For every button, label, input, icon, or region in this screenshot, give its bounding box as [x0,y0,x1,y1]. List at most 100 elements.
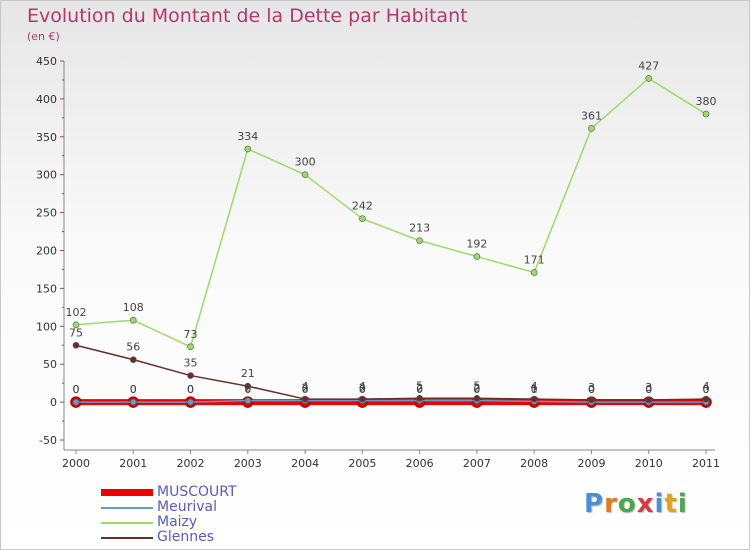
x-tick-label: 2008 [520,457,548,470]
x-tick-label: 2010 [635,457,663,470]
data-label-glennes: 56 [126,341,140,354]
chart-unit-label: (en €) [27,30,60,43]
data-label-maizy: 73 [184,328,198,341]
y-tick-label: 450 [36,55,57,68]
data-label-muscourt: 0 [130,383,137,396]
data-label-maizy: 102 [66,306,87,319]
series-line-meurival [75,399,707,403]
data-label-glennes: 4 [531,380,538,393]
data-point-glennes [702,395,710,403]
data-label-meurival: 2 [302,382,309,395]
legend-label: MUSCOURT [157,484,237,500]
y-tick-label: 50 [43,358,57,371]
data-label-glennes: 3 [645,381,652,394]
data-label-meurival: 0 [73,383,80,396]
data-point-meurival [187,398,194,406]
data-label-meurival: 2 [244,382,251,395]
proxiti-logo: Proxiti [584,489,688,519]
y-tick-label: 350 [36,131,57,144]
data-label-maizy: 334 [237,130,258,143]
logo-letter: i [677,489,688,519]
data-label-meurival: 0 [130,383,137,396]
data-label-glennes: 75 [69,326,83,339]
series-line-maizy [75,77,707,348]
data-label-muscourt: 0 [645,383,652,396]
x-tick-label: 2007 [463,457,491,470]
x-tick-label: 2003 [234,457,262,470]
data-point-glennes [129,356,137,363]
data-label-glennes: 5 [473,379,480,392]
data-point-meurival [129,398,137,406]
data-label-maizy: 380 [696,95,717,108]
chart-title: Evolution du Montant de la Dette par Hab… [27,5,468,27]
logo-letter: o [617,489,637,519]
data-label-muscourt: 0 [703,383,710,396]
y-tick-label: 100 [36,320,57,333]
y-tick-label: 300 [36,169,57,182]
data-point-maizy [473,253,481,260]
data-label-glennes: 4 [302,380,309,393]
data-label-muscourt: 0 [302,383,309,396]
data-label-meurival: 1 [531,382,538,395]
data-point-maizy [645,75,653,82]
legend-label: Meurival [157,499,217,515]
data-point-glennes [187,372,194,379]
legend-swatch [101,507,153,509]
x-tick-label: 2006 [406,457,434,470]
x-tick-label: 2009 [577,457,605,470]
data-label-muscourt: 0 [531,383,538,396]
logo-letter: P [584,489,605,519]
x-tick-label: 2000 [62,457,90,470]
data-point-meurival [244,397,252,404]
legend-swatch [101,522,153,524]
data-point-maizy [72,321,80,329]
x-tick-label: 2004 [291,457,319,470]
data-label-maizy: 242 [352,200,373,213]
data-label-muscourt: 0 [359,383,366,396]
data-label-muscourt: 0 [416,383,423,396]
data-point-meurival [72,398,80,406]
legend-label: Glennes [157,529,215,545]
data-point-glennes [359,395,366,403]
data-point-maizy [416,237,423,244]
data-label-maizy: 427 [638,59,659,72]
data-point-glennes [244,382,252,390]
data-point-glennes [645,396,653,404]
data-label-maizy: 213 [409,222,430,235]
data-point-glennes [473,395,481,402]
data-point-glennes [416,395,423,402]
y-tick-label: -50 [39,434,57,447]
data-point-maizy [129,316,137,324]
logo-letter: r [604,489,618,519]
y-tick-label: 400 [36,93,57,106]
data-label-muscourt: 0 [187,383,194,396]
x-tick-label: 2001 [119,457,147,470]
chart-legend: MUSCOURT Meurival Maizy Glennes [101,484,301,545]
data-label-maizy: 171 [524,253,545,266]
legend-item-meurival: Meurival [101,499,301,515]
data-label-maizy: 300 [295,156,316,169]
y-tick-label: 200 [36,245,57,258]
data-label-glennes: 35 [184,357,198,370]
data-label-meurival: 0 [703,383,710,396]
data-point-maizy [301,171,309,178]
data-point-maizy [530,269,538,276]
data-point-maizy [702,110,710,118]
data-label-glennes: 4 [359,380,366,393]
legend-item-maizy: Maizy [101,514,301,530]
data-label-glennes: 21 [241,367,255,380]
series-line-glennes [75,344,707,401]
data-point-glennes [588,396,595,404]
x-tick-label: 2005 [348,457,376,470]
logo-letter: t [664,489,678,519]
data-point-maizy [244,145,252,153]
data-label-glennes: 3 [588,381,595,394]
data-label-maizy: 192 [466,238,487,251]
data-point-maizy [588,125,595,132]
legend-swatch [101,537,153,539]
data-point-maizy [359,215,366,222]
y-tick-label: 250 [36,207,57,220]
data-label-maizy: 108 [123,301,144,314]
logo-letter: i [654,489,665,519]
